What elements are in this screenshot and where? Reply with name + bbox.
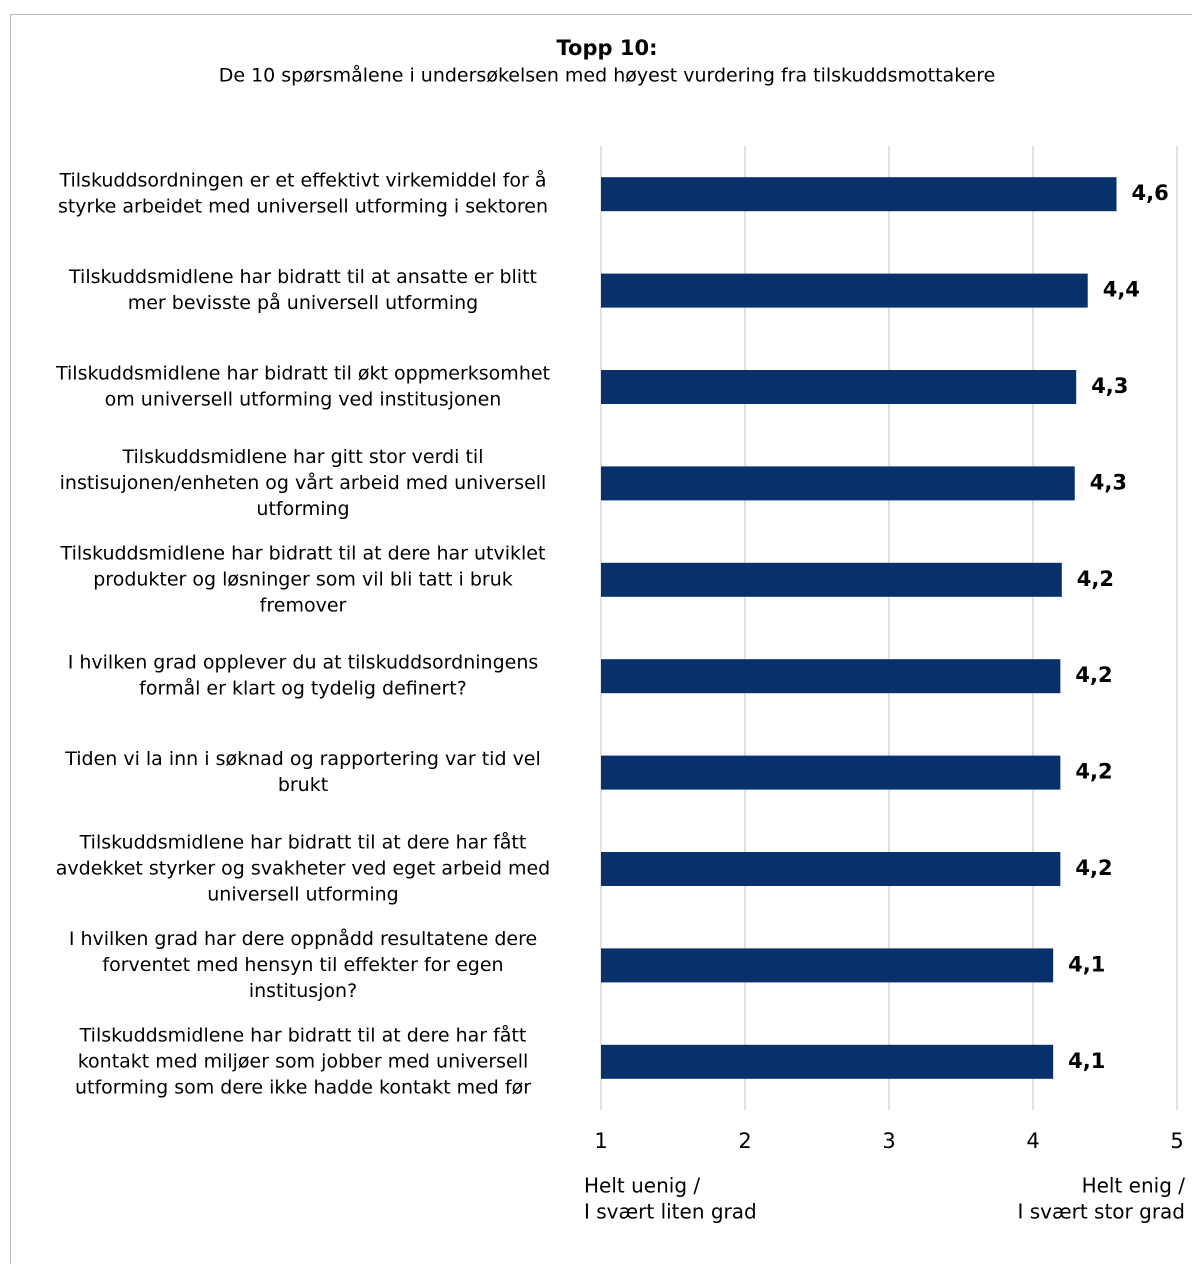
x-tick-label: 5 [1170, 1129, 1183, 1153]
value-label: 4,1 [1068, 1049, 1105, 1073]
category-label-line: forventet med hensyn til effekter for eg… [102, 954, 503, 976]
category-label-line: kontakt med miljøer som jobber med unive… [78, 1050, 529, 1072]
bar [601, 273, 1088, 308]
category-label: Tilskuddsmidlene har bidratt til at dere… [75, 1023, 531, 1098]
bar [601, 1044, 1054, 1079]
axis-end-label: Helt uenig / [584, 1174, 700, 1198]
category-label-line: institusjon? [249, 980, 357, 1002]
bar [601, 852, 1061, 886]
axis-end-label: Helt enig / [1082, 1174, 1186, 1198]
category-label-line: mer bevisste på universell utforming [128, 291, 479, 314]
x-tick-label: 1 [594, 1129, 607, 1153]
category-label-line: I hvilken grad opplever du at tilskuddso… [68, 652, 539, 674]
category-label: Tilskuddsmidlene har bidratt til at dere… [60, 542, 546, 616]
bar [601, 755, 1061, 790]
value-label: 4,6 [1132, 181, 1169, 205]
value-label: 4,2 [1075, 856, 1112, 880]
chart-title: Topp 10: [557, 36, 658, 60]
category-label: Tilskuddsordningen er et effektivt virke… [58, 169, 548, 218]
category-label-line: Tilskuddsordningen er et effektivt virke… [58, 169, 546, 192]
category-label-line: Tilskuddsmidlene har gitt stor verdi til [122, 446, 484, 468]
category-label-line: styrke arbeidet med universell utforming… [58, 196, 548, 218]
category-label-line: produkter og løsninger som vil bli tatt … [93, 568, 513, 590]
x-tick-label: 4 [1026, 1129, 1039, 1153]
bar [601, 177, 1117, 212]
value-label: 4,3 [1091, 374, 1128, 398]
category-label: Tilskuddsmidlene har bidratt til at ansa… [68, 266, 537, 314]
bar [601, 659, 1061, 694]
axis-end-label: I svært stor grad [1017, 1200, 1185, 1224]
category-label-line: fremover [260, 594, 347, 616]
x-tick-label: 3 [882, 1129, 895, 1153]
value-label: 4,2 [1077, 567, 1114, 591]
bar [601, 466, 1075, 501]
bar [601, 562, 1062, 597]
category-label: I hvilken grad har dere oppnådd resultat… [69, 927, 537, 1002]
category-label: Tilskuddsmidlene har gitt stor verdi til… [60, 446, 547, 520]
x-tick-label: 2 [738, 1129, 751, 1153]
value-label: 4,1 [1068, 952, 1105, 976]
category-label-line: om universell utforming ved institusjone… [105, 389, 502, 411]
axis-end-label: I svært liten grad [584, 1200, 757, 1224]
chart-border [10, 14, 1192, 1264]
category-label-line: universell utforming [207, 884, 398, 906]
bar [601, 948, 1054, 983]
category-label: Tiden vi la inn i søknad og rapportering… [64, 748, 541, 796]
category-label: Tilskuddsmidlene har bidratt til at dere… [56, 831, 550, 906]
category-label-line: I hvilken grad har dere oppnådd resultat… [69, 927, 537, 950]
value-label: 4,4 [1103, 278, 1140, 302]
category-label: I hvilken grad opplever du at tilskuddso… [68, 652, 539, 700]
category-label-line: formål er klart og tydelig definert? [139, 677, 467, 700]
category-label-line: Tilskuddsmidlene har bidratt til at ansa… [68, 266, 537, 288]
value-label: 4,3 [1090, 470, 1127, 494]
category-label-line: Tilskuddsmidlene har bidratt til at dere… [79, 831, 527, 854]
category-label-line: instisujonen/enheten og vårt arbeid med … [60, 471, 547, 494]
bar [601, 370, 1077, 404]
chart-subtitle: De 10 spørsmålene i undersøkelsen med hø… [219, 64, 996, 87]
category-label-line: Tilskuddsmidlene har bidratt til at dere… [60, 542, 546, 564]
category-label-line: utforming [256, 498, 349, 520]
category-label: Tilskuddsmidlene har bidratt til økt opp… [55, 363, 550, 411]
value-label: 4,2 [1075, 760, 1112, 784]
value-label: 4,2 [1075, 663, 1112, 687]
category-label-line: avdekket styrker og svakheter ved eget a… [56, 858, 550, 880]
category-label-line: Tiden vi la inn i søknad og rapportering… [64, 748, 541, 770]
category-label-line: utforming som dere ikke hadde kontakt me… [75, 1076, 531, 1098]
category-label-line: Tilskuddsmidlene har bidratt til økt opp… [55, 363, 550, 385]
category-label-line: Tilskuddsmidlene har bidratt til at dere… [79, 1023, 527, 1046]
category-label-line: brukt [278, 774, 328, 796]
